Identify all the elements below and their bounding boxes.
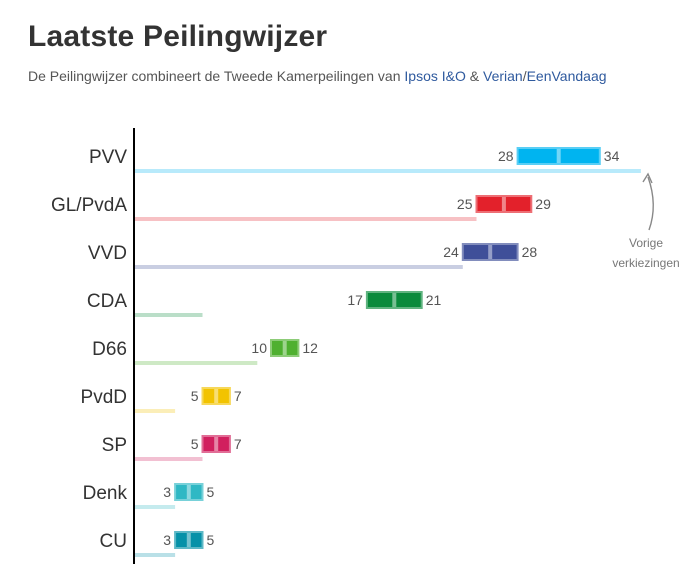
party-label: PVV	[89, 147, 127, 168]
range-midline	[214, 437, 219, 451]
range-high-label: 29	[535, 196, 551, 212]
previous-election-bar	[134, 169, 641, 173]
party-label: VVD	[88, 243, 127, 264]
range-high-label: 7	[234, 388, 242, 404]
ipsos-link[interactable]: Ipsos I&O	[404, 68, 466, 84]
range-low-label: 25	[457, 196, 473, 212]
annotation-text: verkiezingen	[612, 256, 679, 270]
party-label: CU	[100, 531, 127, 552]
range-low-label: 10	[251, 340, 267, 356]
previous-election-bar	[134, 265, 463, 269]
eenvandaag-link[interactable]: EenVandaag	[526, 68, 607, 84]
range-midline	[501, 197, 506, 211]
range-low-label: 3	[163, 532, 171, 548]
range-midline	[186, 485, 191, 499]
party-row-d66: D66 10 12	[92, 339, 318, 365]
party-row-cda: CDA 17 21	[87, 291, 442, 317]
party-row-gl-pvda: GL/PvdA 25 29	[51, 195, 551, 221]
subtitle-text: De Peilingwijzer combineert de Tweede Ka…	[28, 68, 405, 84]
range-midline	[488, 245, 493, 259]
range-low-label: 5	[191, 436, 199, 452]
previous-election-bar	[134, 217, 477, 221]
party-label: D66	[92, 339, 127, 360]
annotation-text: Vorige	[629, 236, 663, 250]
party-label: Denk	[83, 483, 128, 504]
annotation-arrowhead	[642, 172, 653, 184]
annotation-arrow	[647, 176, 654, 231]
range-midline	[282, 341, 287, 355]
range-midline	[186, 533, 191, 547]
subtitle: De Peilingwijzer combineert de Tweede Ka…	[28, 68, 607, 84]
range-low-label: 5	[191, 388, 199, 404]
range-midline	[556, 149, 561, 163]
range-low-label: 3	[163, 484, 171, 500]
range-high-label: 7	[234, 436, 242, 452]
party-row-denk: Denk 3 5	[83, 483, 215, 509]
range-high-label: 12	[302, 340, 318, 356]
subtitle-slash: /	[522, 68, 527, 84]
range-midline	[392, 293, 397, 307]
range-low-label: 17	[347, 292, 363, 308]
previous-election-bar	[134, 361, 258, 365]
range-high-label: 34	[604, 148, 620, 164]
party-label: GL/PvdA	[51, 195, 127, 216]
party-label: SP	[102, 435, 127, 456]
party-label: CDA	[87, 291, 127, 312]
party-row-pvv: PVV 28 34	[89, 147, 641, 173]
party-row-sp: SP 5 7	[102, 435, 242, 461]
range-high-label: 5	[207, 532, 215, 548]
page-title: Laatste Peilingwijzer	[28, 20, 328, 53]
previous-election-bar	[134, 553, 176, 557]
previous-election-bar	[134, 313, 203, 317]
party-row-vvd: VVD 24 28	[88, 243, 537, 269]
verian-link[interactable]: Verian	[483, 68, 523, 84]
previous-election-bar	[134, 409, 176, 413]
party-row-cu: CU 3 5	[100, 531, 215, 557]
range-low-label: 28	[498, 148, 514, 164]
range-midline	[214, 389, 219, 403]
range-high-label: 21	[426, 292, 442, 308]
previous-election-bar	[134, 505, 176, 509]
party-label: PvdD	[81, 387, 127, 408]
range-high-label: 5	[207, 484, 215, 500]
range-high-label: 28	[522, 244, 538, 260]
previous-election-bar	[134, 457, 203, 461]
party-row-pvdd: PvdD 5 7	[81, 387, 242, 413]
subtitle-amp: &	[465, 68, 483, 84]
range-low-label: 24	[443, 244, 459, 260]
